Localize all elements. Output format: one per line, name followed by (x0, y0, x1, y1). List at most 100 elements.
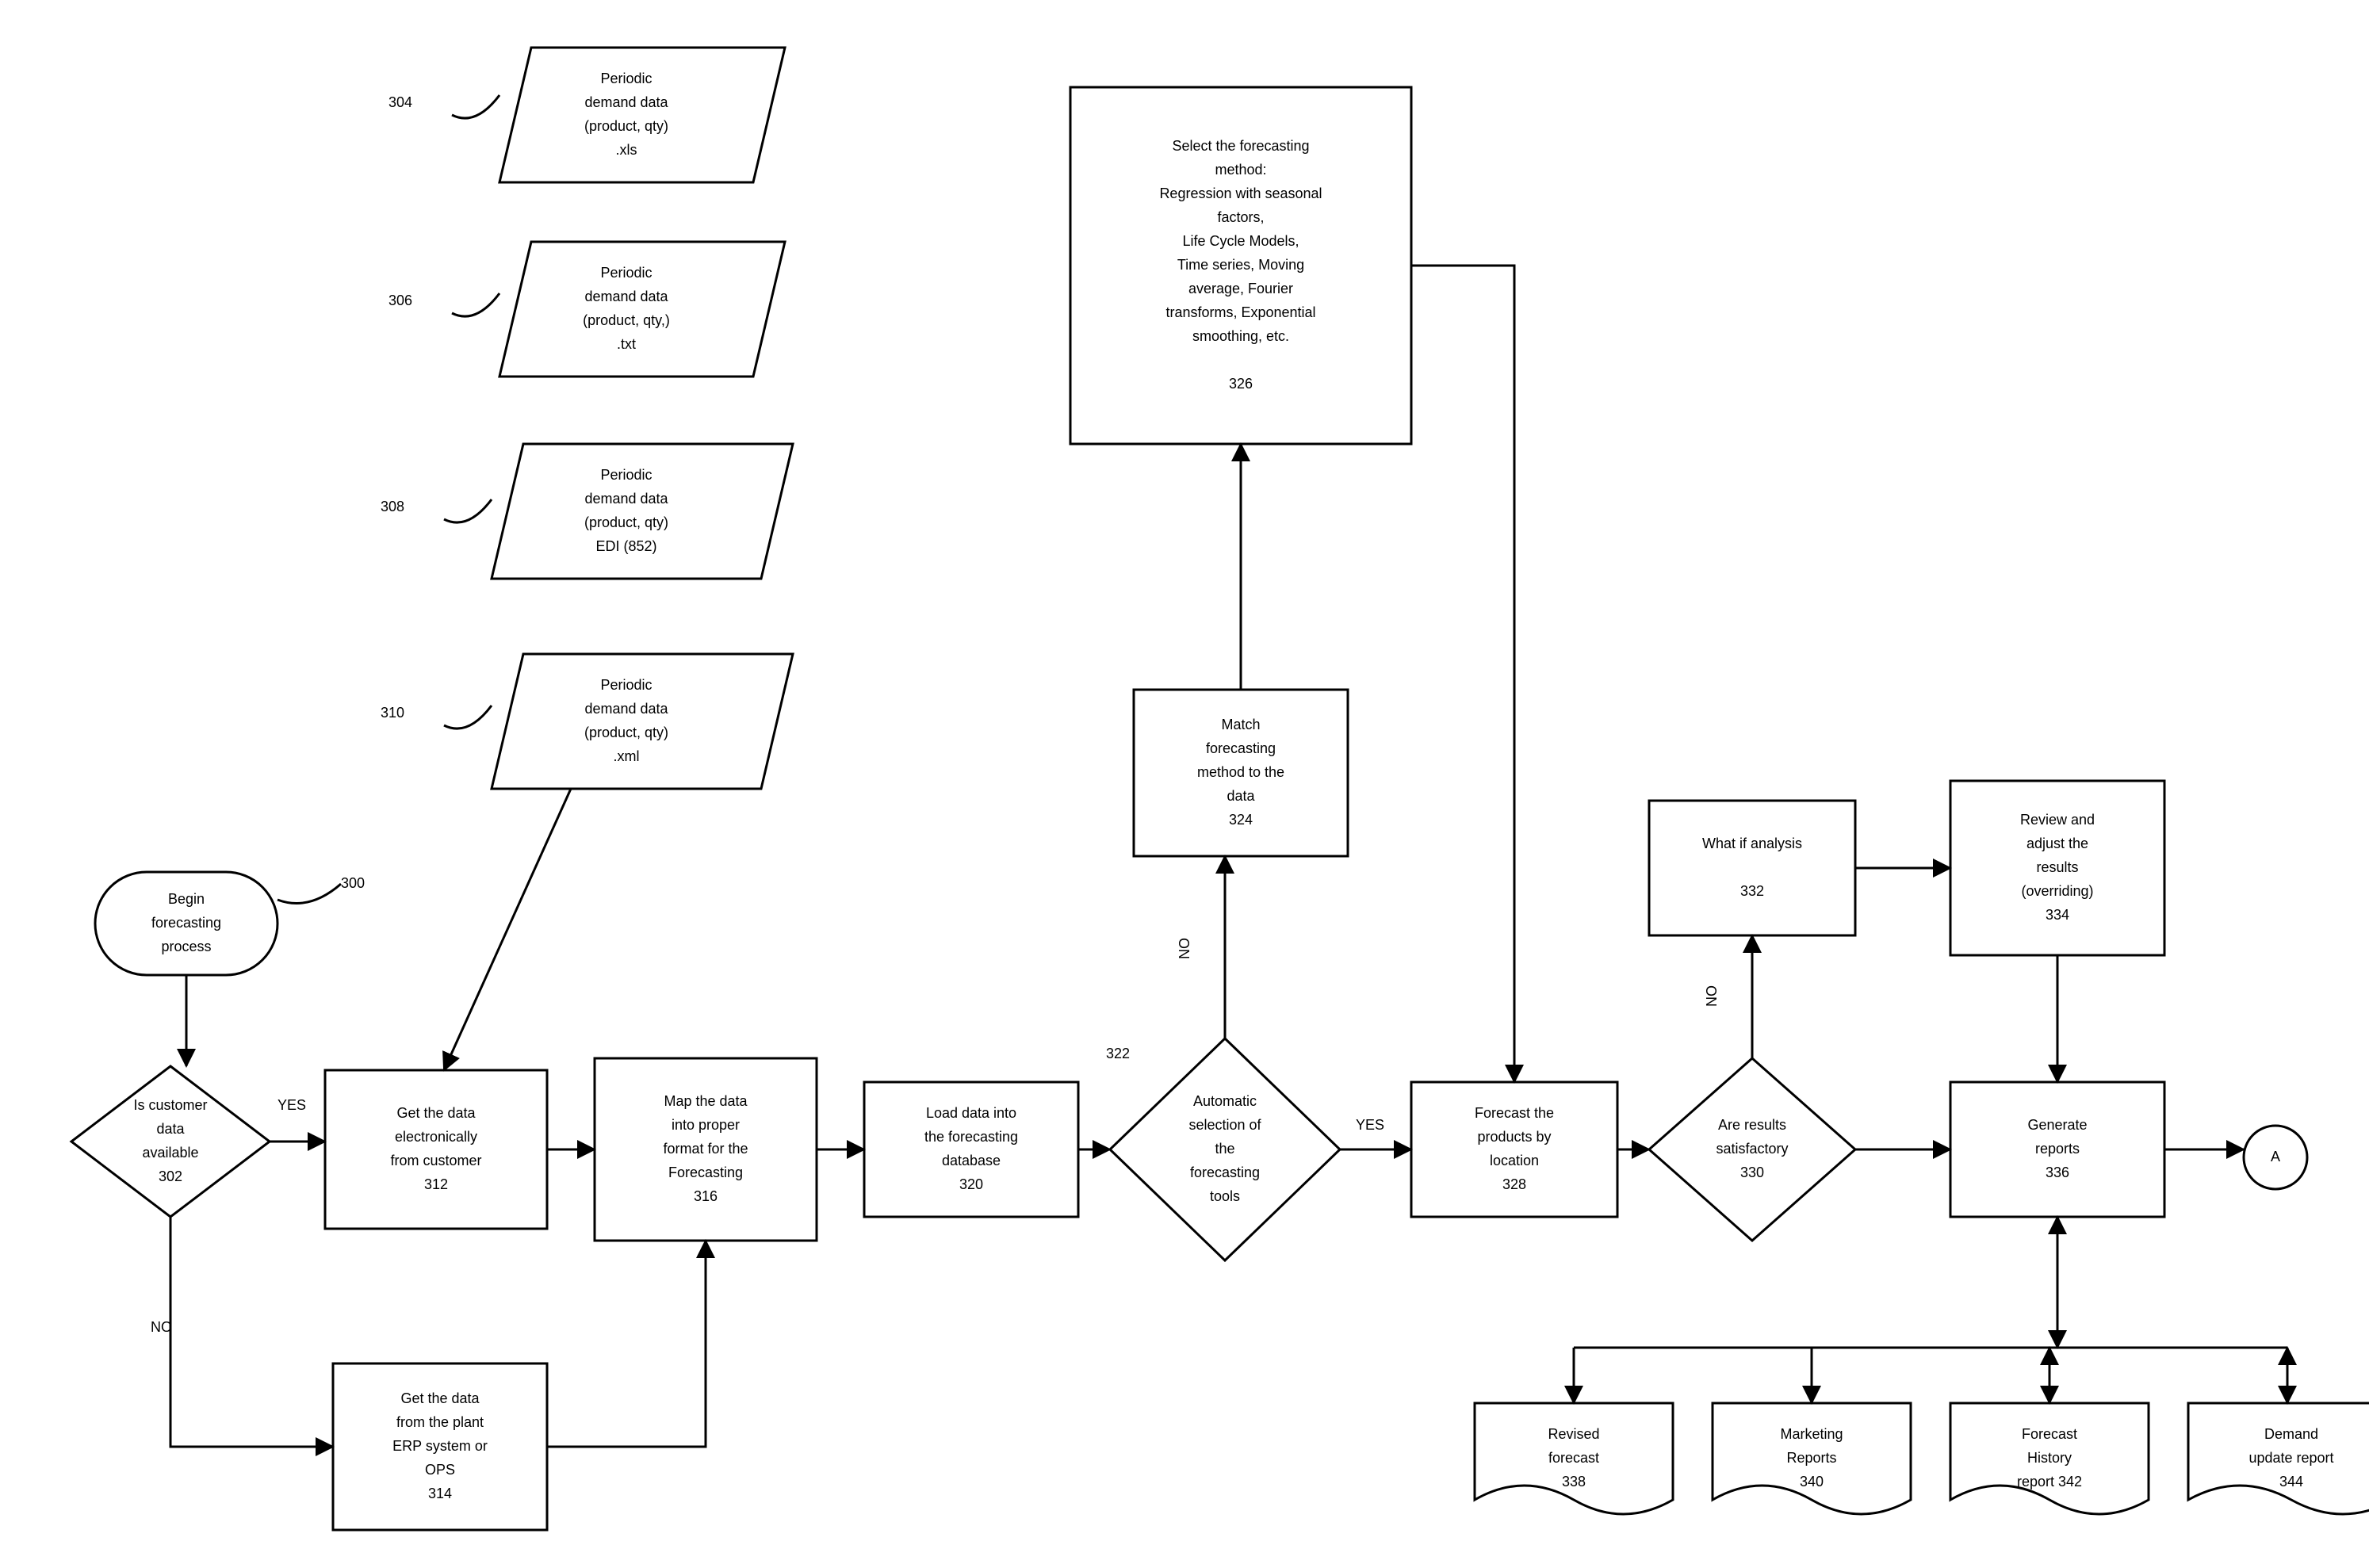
p308-label: Periodicdemand data(product, qty)EDI (85… (584, 467, 669, 554)
svg-text:Get the data: Get the data (400, 1390, 480, 1406)
svg-text:Periodic: Periodic (600, 71, 652, 86)
nA-label: A (2271, 1149, 2280, 1165)
svg-text:(product, qty): (product, qty) (584, 725, 668, 740)
svg-text:Time series, Moving: Time series, Moving (1177, 257, 1304, 273)
svg-text:forecasting: forecasting (1190, 1165, 1260, 1180)
svg-text:Reports: Reports (1786, 1450, 1836, 1466)
svg-text:Generate: Generate (2027, 1117, 2087, 1133)
svg-text:ERP system or: ERP system or (392, 1438, 488, 1454)
svg-text:302: 302 (159, 1168, 182, 1184)
n334-label: Review andadjust theresults(overriding)3… (2020, 812, 2095, 923)
svg-text:method:: method: (1215, 162, 1266, 178)
edge-label-8: NO (1177, 938, 1192, 959)
n314-label: Get the datafrom the plantERP system orO… (392, 1390, 488, 1501)
svg-text:transforms, Exponential: transforms, Exponential (1165, 304, 1315, 320)
p310-ref: 310 (381, 705, 404, 721)
svg-text:(product, qty): (product, qty) (584, 118, 668, 134)
svg-text:Is customer: Is customer (133, 1097, 207, 1113)
svg-text:forecast: forecast (1548, 1450, 1599, 1466)
n332 (1649, 801, 1855, 935)
svg-text:smoothing, etc.: smoothing, etc. (1192, 328, 1289, 344)
n322-label: Automatic selection of the forecasting tools (1188, 1093, 1261, 1204)
svg-text:Review and: Review and (2020, 812, 2095, 828)
n320 (864, 1082, 1078, 1217)
svg-text:.xls: .xls (616, 142, 637, 158)
svg-text:Periodic: Periodic (600, 467, 652, 483)
svg-text:326: 326 (1229, 376, 1253, 392)
p308-ref: 308 (381, 499, 404, 514)
svg-text:.xml: .xml (614, 748, 640, 764)
edge-label-2: NO (151, 1319, 172, 1335)
n300-ref: 300 (341, 875, 365, 891)
d340-label: MarketingReports340 (1780, 1426, 1843, 1490)
svg-text:selection of: selection of (1188, 1117, 1261, 1133)
svg-text:332: 332 (1740, 883, 1764, 899)
p306 (499, 242, 785, 377)
svg-text:Life Cycle Models,: Life Cycle Models, (1182, 233, 1299, 249)
n302 (71, 1066, 270, 1217)
svg-text:factors,: factors, (1217, 209, 1264, 225)
svg-text:Regression with seasonal: Regression with seasonal (1159, 185, 1322, 201)
svg-text:electronically: electronically (395, 1129, 477, 1145)
svg-text:Load data into: Load data into (926, 1105, 1016, 1121)
d338-label: Revisedforecast338 (1548, 1426, 1599, 1490)
svg-text:EDI (852): EDI (852) (595, 538, 656, 554)
svg-text:Match: Match (1221, 717, 1260, 732)
n328-label: Forecast the products by location 328 (1475, 1105, 1554, 1192)
edge-2 (170, 1217, 333, 1447)
p310-label: Periodicdemand data(product, qty).xml (584, 677, 669, 764)
n326-label: Select the forecasting method: Regression … (1159, 138, 1322, 392)
n328 (1411, 1082, 1617, 1217)
svg-text:Forecast the: Forecast the (1475, 1105, 1554, 1121)
p304-label: Periodicdemand data(product, qty).xls (584, 71, 669, 158)
svg-text:reports: reports (2035, 1141, 2080, 1157)
n332-label: What if analysis332 (1702, 836, 1802, 899)
edge-label-12: NO (1704, 985, 1720, 1007)
svg-text:Are results: Are results (1718, 1117, 1786, 1133)
svg-text:demand data: demand data (584, 701, 668, 717)
svg-text:338: 338 (1562, 1474, 1586, 1490)
svg-text:Select the forecasting: Select the forecasting (1172, 138, 1309, 154)
svg-text:Demand: Demand (2264, 1426, 2318, 1442)
d342-label: ForecastHistoryreport 342 (2017, 1426, 2082, 1490)
svg-text:average, Fourier: average, Fourier (1188, 281, 1293, 296)
p306-label: Periodicdemand data(product, qty,).txt (583, 265, 670, 352)
p308 (492, 444, 793, 579)
n302-label: Is customerdataavailable302 (133, 1097, 207, 1184)
svg-text:the forecasting: the forecasting (924, 1129, 1018, 1145)
svg-text:available: available (142, 1145, 198, 1161)
svg-text:adjust the: adjust the (2026, 836, 2088, 851)
svg-text:results: results (2036, 859, 2078, 875)
svg-text:the: the (1215, 1141, 1234, 1157)
svg-text:336: 336 (2046, 1165, 2069, 1180)
n300-lead (277, 884, 341, 904)
n330-label: Are resultssatisfactory330 (1716, 1117, 1788, 1180)
svg-text:Automatic: Automatic (1193, 1093, 1257, 1109)
svg-text:344: 344 (2279, 1474, 2303, 1490)
svg-text:Marketing: Marketing (1780, 1426, 1843, 1442)
p304-ref: 304 (388, 94, 412, 110)
svg-text:tools: tools (1210, 1188, 1240, 1204)
d344-label: Demandupdate report344 (2248, 1426, 2333, 1490)
svg-text:forecasting: forecasting (1206, 740, 1276, 756)
svg-text:314: 314 (428, 1486, 452, 1501)
p304-lead (452, 95, 499, 118)
svg-text:(product, qty): (product, qty) (584, 514, 668, 530)
svg-text:(product, qty,): (product, qty,) (583, 312, 670, 328)
svg-text:data: data (1227, 788, 1255, 804)
svg-text:into proper: into proper (672, 1117, 740, 1133)
svg-text:320: 320 (959, 1176, 983, 1192)
svg-text:Get the data: Get the data (396, 1105, 476, 1121)
svg-text:database: database (942, 1153, 1001, 1168)
n322-ref: 322 (1106, 1046, 1130, 1061)
edge-10 (1411, 266, 1514, 1082)
p308-lead (444, 499, 492, 522)
svg-text:satisfactory: satisfactory (1716, 1141, 1788, 1157)
svg-text:products by: products by (1477, 1129, 1551, 1145)
svg-text:location: location (1490, 1153, 1539, 1168)
p310-lead (444, 706, 492, 729)
svg-text:A: A (2271, 1149, 2280, 1165)
svg-text:forecasting: forecasting (151, 915, 221, 931)
edge-label-7: YES (1356, 1117, 1384, 1133)
svg-text:328: 328 (1502, 1176, 1526, 1192)
